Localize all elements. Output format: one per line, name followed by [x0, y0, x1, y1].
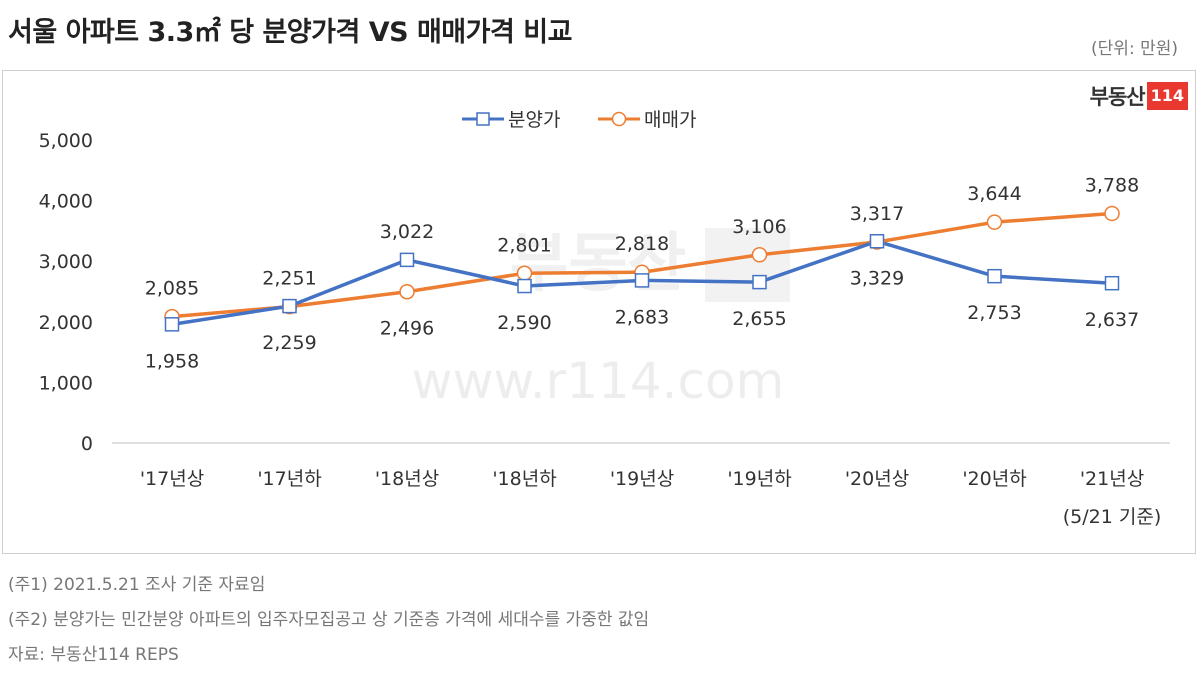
data-point	[751, 247, 768, 263]
chart-title: 서울 아파트 3.3㎡ 당 분양가격 VS 매매가격 비교	[8, 17, 572, 48]
x-tick-label: '18년하	[492, 468, 556, 490]
data-label: 1,958	[145, 350, 199, 372]
footnote-2: (주2) 분양가는 민간분양 아파트의 입주자모집공고 상 기준층 가격에 세대…	[8, 610, 650, 630]
data-point	[1104, 275, 1120, 291]
x-tick-label: '18년상	[375, 468, 439, 490]
data-label: 2,590	[497, 312, 551, 334]
data-point	[986, 214, 1003, 230]
x-tick-label: '17년상	[140, 468, 204, 490]
y-tick-label: 3,000	[39, 251, 93, 273]
data-point	[164, 317, 180, 332]
data-point	[517, 278, 532, 294]
legend-label: 매매가	[644, 109, 696, 131]
data-label: 3,329	[850, 267, 904, 289]
legend-label: 분양가	[508, 109, 560, 131]
data-label: 2,637	[1085, 309, 1139, 331]
watermark-box	[705, 228, 790, 302]
data-point	[869, 234, 885, 249]
data-point	[282, 298, 297, 314]
y-tick-label: 4,000	[39, 191, 93, 213]
x-tick-label: '20년하	[962, 468, 1026, 490]
y-tick-label: 1,000	[39, 372, 93, 394]
x-tick-label: '17년하	[257, 468, 321, 490]
x-tick-label: '19년상	[610, 468, 674, 490]
logo-text: 부동산	[1089, 85, 1146, 109]
data-label: 2,251	[262, 268, 316, 290]
data-label: 3,022	[380, 221, 434, 243]
data-point	[987, 268, 1002, 284]
logo-number: 114	[1146, 82, 1188, 110]
data-point	[1104, 205, 1120, 222]
data-label: 3,317	[850, 203, 904, 225]
data-point	[516, 265, 533, 282]
watermark-logo: 부동산	[510, 227, 687, 301]
footnote-1: (주1) 2021.5.21 조사 기준 자료임	[8, 575, 266, 595]
footnotes: (주1) 2021.5.21 조사 기준 자료임 (주2) 분양가는 민간분양 …	[8, 568, 649, 673]
chart-frame	[2, 70, 1196, 554]
data-label: 3,106	[732, 216, 786, 238]
data-label: 3,644	[967, 183, 1021, 205]
data-point	[752, 274, 767, 290]
source-note: 자료: 부동산114 REPS	[8, 645, 179, 665]
legend-marker	[611, 111, 627, 127]
data-label: 2,655	[732, 308, 786, 330]
x-tick-label: '20년상	[845, 468, 909, 490]
data-label: 3,788	[1085, 174, 1139, 196]
unit-label: (단위: 만원)	[1091, 39, 1178, 59]
data-point	[399, 252, 415, 268]
data-label: 2,496	[380, 318, 434, 340]
data-label: 2,801	[497, 234, 551, 256]
x-category-note: (5/21 기준)	[1063, 506, 1162, 528]
data-label: 2,753	[967, 302, 1021, 324]
y-tick-label: 5,000	[39, 130, 93, 152]
y-tick-label: 2,000	[39, 312, 93, 334]
brand-logo: 부동산 114	[1090, 81, 1188, 111]
watermark-url: www.r114.com	[412, 352, 785, 410]
data-label: 2,683	[615, 306, 669, 328]
legend-marker	[476, 112, 490, 126]
x-tick-label: '21년상	[1080, 468, 1144, 490]
data-label: 2,085	[145, 278, 199, 300]
x-tick-label: '19년하	[727, 468, 791, 490]
data-label: 2,818	[615, 233, 669, 255]
data-label: 2,259	[262, 332, 316, 354]
y-tick-label: 0	[81, 433, 93, 455]
data-point	[399, 283, 415, 300]
data-point	[634, 273, 650, 288]
